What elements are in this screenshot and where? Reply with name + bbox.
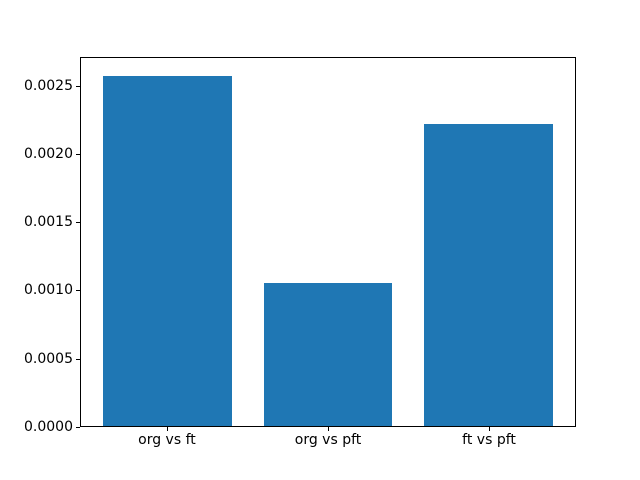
x-tick-mark — [167, 427, 168, 431]
y-tick-label: 0.0000 — [24, 419, 73, 435]
y-tick-label: 0.0025 — [24, 77, 73, 94]
bar-org-vs-ft — [103, 75, 232, 426]
x-tick-mark — [489, 427, 490, 431]
y-tick-mark — [76, 86, 80, 87]
y-tick-mark — [76, 359, 80, 360]
y-tick-mark — [76, 154, 80, 155]
y-tick-label: 0.0020 — [24, 145, 73, 162]
plot-area — [80, 57, 576, 427]
y-tick-mark — [76, 290, 80, 291]
x-tick-mark — [328, 427, 329, 431]
bar-ft-vs-pft — [424, 124, 553, 426]
x-tick-label: ft vs pft — [462, 432, 516, 448]
y-tick-mark — [76, 222, 80, 223]
bar-org-vs-pft — [263, 283, 393, 426]
y-tick-mark — [76, 427, 80, 428]
y-tick-label: 0.0015 — [24, 214, 73, 231]
x-tick-label: org vs ft — [138, 432, 196, 448]
x-tick-label: org vs pft — [294, 432, 362, 448]
y-tick-label: 0.0005 — [24, 350, 73, 367]
y-tick-label: 0.0010 — [24, 282, 73, 299]
